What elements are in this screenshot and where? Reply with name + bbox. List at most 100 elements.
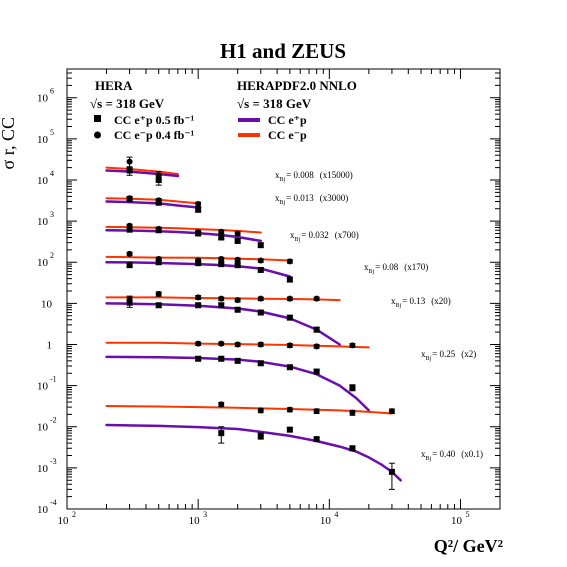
- bin-label-subscript: Bj: [280, 177, 286, 183]
- bin-label-subscript: Bj: [280, 200, 286, 206]
- bin-label-value: = 0.013: [286, 193, 314, 203]
- y-tick-label-base: 10: [37, 257, 49, 269]
- eplus-fit-curve: [105, 355, 371, 412]
- y-tick-label-base: 10: [37, 504, 49, 516]
- data-bins: xBj= 0.008 (x15000)xBj= 0.013 (x3000)xBj= …: [105, 156, 483, 490]
- x-tick-label-base: 10: [58, 515, 70, 527]
- bin-label-variable: x: [275, 170, 280, 180]
- eplus-point: [195, 355, 202, 362]
- eplus-point: [349, 445, 356, 452]
- y-tick-label-base: 10: [37, 422, 49, 434]
- eminus-point: [349, 409, 356, 416]
- eplus-point: [155, 259, 162, 266]
- bin-label-value: = 0.032: [301, 230, 329, 240]
- bin-label-variable: x: [421, 349, 426, 359]
- bin-label: xBj= 0.13 (x20): [391, 296, 451, 309]
- x-tick-label-exponent: 5: [466, 510, 470, 519]
- bin-label-value: = 0.08: [375, 262, 399, 272]
- eplus-point: [126, 262, 133, 269]
- legend-eplus-fit-label: CC e⁺p: [268, 113, 307, 127]
- bin-label-variable: x: [364, 262, 369, 272]
- eplus-point: [313, 326, 320, 333]
- legend-data-heading: HERA: [95, 78, 133, 93]
- x-tick-label-base: 10: [451, 515, 463, 527]
- bin-group: xBj= 0.008 (x15000): [105, 156, 353, 186]
- legend-circle-marker: [94, 131, 101, 139]
- eplus-point: [155, 199, 162, 206]
- eplus-point: [257, 309, 264, 316]
- bin-group: xBj= 0.13 (x20): [105, 290, 451, 346]
- legend-data-energy: √s = 318 GeV: [90, 96, 165, 111]
- eplus-fit-curve: [105, 260, 292, 278]
- eplus-point: [218, 430, 225, 437]
- bin-label-scale: (x2): [461, 349, 476, 359]
- eminus-point: [234, 297, 241, 304]
- eplus-point: [218, 234, 225, 241]
- eplus-fit-curve: [105, 169, 180, 178]
- eminus-point: [257, 341, 264, 348]
- eminus-point: [218, 295, 225, 302]
- bin-group: xBj= 0.032 (x700): [105, 222, 359, 249]
- eminus-point: [195, 294, 202, 301]
- eplus-point: [155, 227, 162, 234]
- y-tick-label-base: 10: [37, 175, 49, 187]
- y-tick-label-base: 1: [47, 339, 53, 351]
- eplus-point: [286, 314, 293, 321]
- eminus-point: [218, 340, 225, 347]
- bin-label-subscript: Bj: [369, 269, 375, 275]
- eplus-point: [126, 167, 133, 174]
- eminus-point: [218, 401, 225, 408]
- eplus-point: [286, 364, 293, 371]
- eplus-point: [155, 176, 162, 183]
- eplus-point: [388, 468, 395, 475]
- eminus-fit-curve: [105, 341, 370, 349]
- eminus-fit-curve: [105, 226, 262, 234]
- eminus-point: [313, 408, 320, 415]
- x-tick-label-base: 10: [189, 515, 201, 527]
- eplus-point: [313, 436, 320, 443]
- bin-label-variable: x: [421, 449, 426, 459]
- eminus-point: [286, 295, 293, 302]
- bin-group: xBj= 0.40 (x0.1): [105, 401, 483, 490]
- bin-label-subscript: Bj: [426, 456, 432, 462]
- eminus-point: [313, 295, 320, 302]
- eminus-fit-curve: [105, 255, 291, 262]
- eminus-point: [218, 255, 225, 262]
- legend-square-marker: [94, 115, 101, 122]
- y-tick-label-exponent: 3: [50, 210, 54, 219]
- eminus-point: [155, 290, 162, 297]
- y-tick-label-base: 10: [37, 381, 49, 393]
- eminus-point: [286, 258, 293, 265]
- eplus-point: [257, 432, 264, 439]
- eplus-point: [257, 266, 264, 273]
- eminus-fit-curve: [105, 405, 393, 415]
- eplus-point: [126, 196, 133, 203]
- legend-fit-energy: √s = 318 GeV: [237, 96, 312, 111]
- eminus-point: [126, 158, 133, 165]
- bin-label: xBj= 0.08 (x170): [364, 262, 428, 275]
- y-tick-label-base: 10: [37, 463, 49, 475]
- bin-label-scale: (x700): [335, 230, 359, 240]
- y-tick-label-exponent: -3: [50, 457, 57, 466]
- eminus-point: [195, 201, 202, 208]
- bin-label: xBj= 0.032 (x700): [290, 230, 359, 243]
- eminus-point: [286, 342, 293, 349]
- y-tick-label-base: 10: [41, 298, 53, 310]
- eminus-point: [234, 256, 241, 263]
- bin-label-variable: x: [275, 193, 280, 203]
- x-axis-label: Q²/ GeV²: [434, 536, 503, 556]
- x-tick-label-exponent: 3: [203, 510, 207, 519]
- eplus-point: [286, 276, 293, 283]
- eplus-point: [155, 302, 162, 309]
- eplus-fit-curve: [105, 228, 263, 243]
- eplus-point: [257, 360, 264, 367]
- eplus-point: [218, 302, 225, 309]
- eminus-point: [388, 408, 395, 415]
- bin-label-scale: (x20): [431, 296, 451, 306]
- bin-label-scale: (x0.1): [461, 449, 483, 459]
- bin-label: xBj= 0.40 (x0.1): [421, 449, 483, 462]
- y-tick-label-base: 10: [37, 134, 49, 146]
- bin-label-subscript: Bj: [396, 303, 402, 309]
- eplus-point: [218, 355, 225, 362]
